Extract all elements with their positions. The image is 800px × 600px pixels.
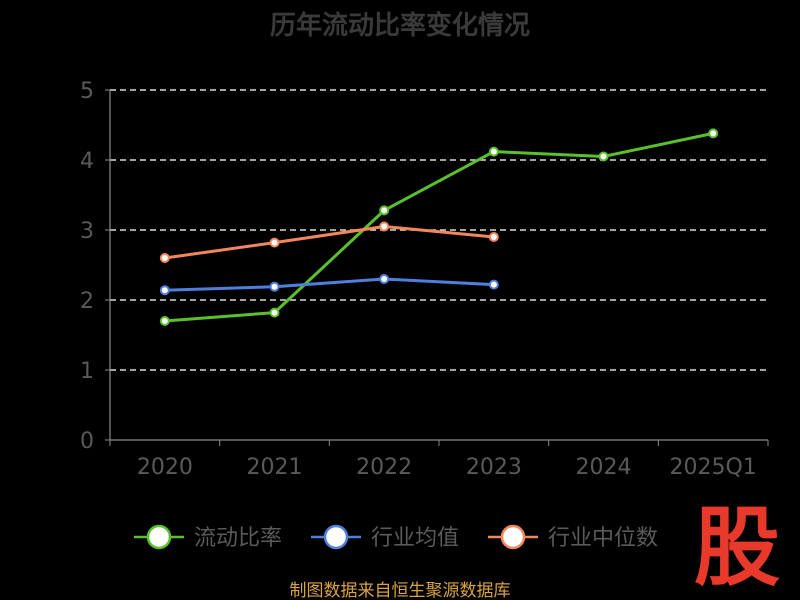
x-tick-label: 2021: [247, 455, 303, 480]
legend: 流动比率 行业均值 行业中位数: [134, 524, 658, 551]
series-line: [164, 225, 494, 260]
data-point: [379, 221, 390, 232]
logo-watermark: 股: [694, 498, 780, 598]
data-point: [488, 279, 499, 290]
data-point: [159, 253, 170, 263]
y-tick-label: 2: [80, 289, 94, 314]
x-tick-label: 2024: [576, 455, 632, 480]
data-point: [488, 232, 499, 242]
x-tick-label: 2025Q1: [670, 455, 757, 480]
y-tick-label: 4: [80, 149, 94, 174]
data-point: [269, 307, 280, 318]
data-point: [159, 316, 170, 326]
legend-marker: [146, 524, 172, 550]
legend-marker: [500, 524, 526, 550]
series-line: [164, 131, 714, 323]
data-point: [159, 285, 170, 296]
x-tick-label: 2022: [356, 455, 412, 480]
y-tick-label: 1: [80, 359, 94, 384]
data-point: [708, 128, 719, 139]
data-point: [269, 237, 280, 248]
x-tick-label: 2023: [466, 455, 522, 480]
data-point: [269, 281, 280, 292]
gridlines: [110, 89, 768, 371]
data-point: [488, 146, 499, 157]
series: [159, 128, 719, 326]
legend-label: 行业中位数: [548, 526, 658, 551]
source-note: 制图数据来自恒生聚源数据库: [290, 581, 511, 600]
legend-label: 行业均值: [371, 526, 459, 551]
y-tick-label: 0: [80, 429, 94, 454]
x-tick-label: 2020: [137, 455, 193, 480]
axes: 0 1 2 3 4 5 2020 2021 2022 2023 2024 2025Q1: [80, 79, 769, 480]
data-point: [598, 151, 609, 162]
y-tick-label: 5: [80, 79, 94, 104]
legend-marker: [323, 524, 349, 550]
data-point: [379, 205, 390, 216]
y-tick-label: 3: [80, 219, 94, 244]
data-point: [379, 274, 390, 284]
legend-label: 流动比率: [194, 526, 282, 551]
series-line: [164, 277, 494, 292]
chart-title: 历年流动比率变化情况: [270, 10, 530, 41]
